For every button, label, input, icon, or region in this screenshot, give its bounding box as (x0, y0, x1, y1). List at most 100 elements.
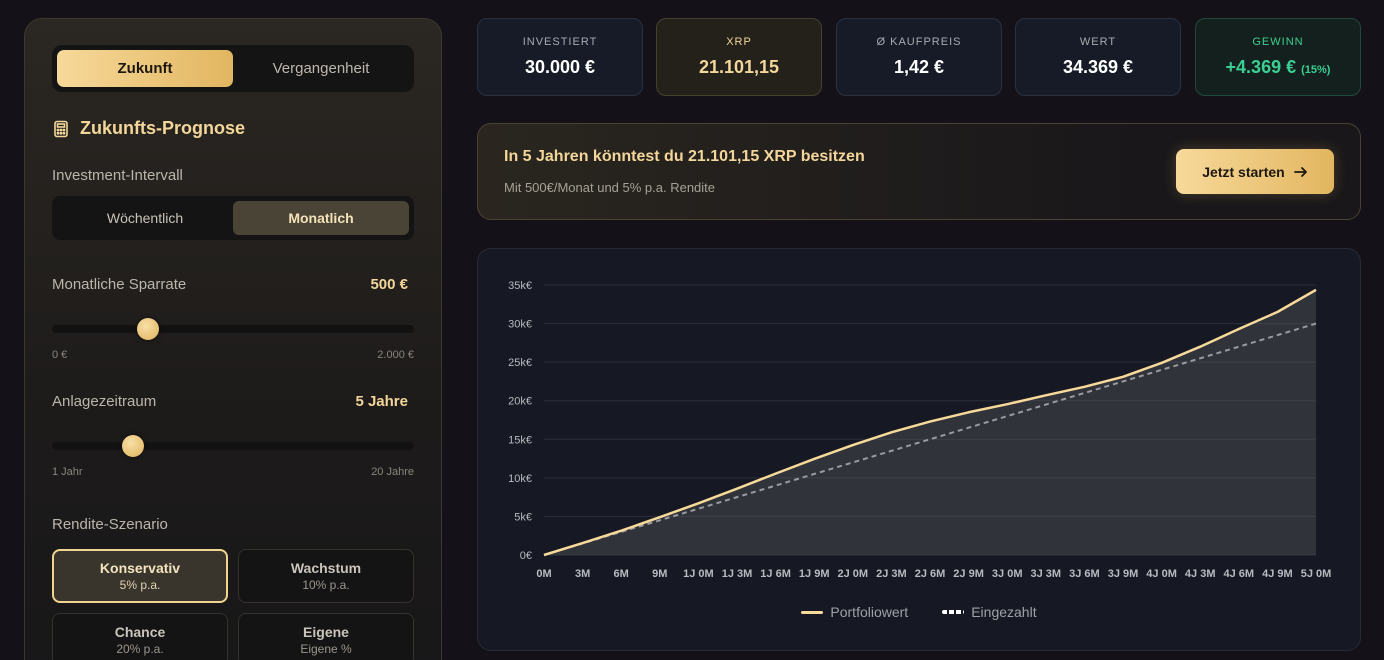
x-tick-label: 3J 9M (1108, 568, 1139, 580)
stat-title: Ø KAUFPREIS (876, 36, 962, 48)
legend-label: Portfoliowert (830, 604, 909, 620)
legend-eingezahlt[interactable]: Eingezahlt (942, 604, 1037, 620)
y-tick-label: 15k€ (508, 434, 532, 446)
stat-title: WERT (1079, 36, 1117, 48)
duration-value: 5 Jahre (355, 393, 408, 410)
x-tick-label: 2J 0M (838, 568, 869, 580)
interval-toggle: Wöchentlich Monatlich (52, 196, 414, 240)
interval-label: Investment-Intervall (52, 167, 183, 184)
y-tick-label: 0€ (520, 550, 532, 562)
mode-tabs: Zukunft Vergangenheit (52, 45, 414, 92)
savings-rate-max: 2.000 € (377, 349, 414, 361)
tab-zukunft[interactable]: Zukunft (57, 50, 233, 87)
scenario-eigene[interactable]: Eigene Eigene % (238, 613, 414, 660)
x-tick-label: 1J 0M (683, 568, 714, 580)
gain-percent: (15%) (1301, 64, 1331, 76)
duration-slider[interactable] (52, 435, 414, 457)
scenario-name: Eigene (303, 624, 349, 640)
x-tick-label: 3M (575, 568, 590, 580)
x-tick-label: 4J 6M (1224, 568, 1255, 580)
stat-title: GEWINN (1252, 36, 1304, 48)
legend-swatch-solid (801, 610, 824, 614)
x-tick-label: 1J 9M (799, 568, 830, 580)
section-title: Zukunfts-Prognose (80, 118, 245, 138)
scenario-wachstum[interactable]: Wachstum 10% p.a. (238, 549, 414, 603)
scenario-name: Konservativ (99, 560, 181, 576)
start-button-label: Jetzt starten (1202, 163, 1285, 180)
interval-monthly[interactable]: Monatlich (233, 201, 409, 235)
scenario-label: Rendite-Szenario (52, 516, 168, 533)
duration-row: Anlagezeitraum 5 Jahre (52, 393, 414, 410)
legend-portfolio[interactable]: Portfoliowert (801, 604, 908, 620)
banner-headline: In 5 Jahren könntest du 21.101,15 XRP be… (504, 148, 865, 165)
sidebar: Zukunft Vergangenheit Zukunfts-Prognose … (24, 18, 442, 660)
stat-value: 1,42 € (893, 57, 945, 77)
interval-weekly[interactable]: Wöchentlich (106, 210, 184, 226)
y-tick-label: 35k€ (508, 280, 532, 292)
scenario-konservativ[interactable]: Konservativ 5% p.a. (52, 549, 228, 603)
series-line-portfoliowert (543, 288, 1317, 557)
tab-vergangenheit[interactable]: Vergangenheit (272, 60, 370, 77)
scenario-chance[interactable]: Chance 20% p.a. (52, 613, 228, 660)
stat-gewinn: GEWINN +4.369 € (15%) (1195, 18, 1361, 96)
scenario-rate: Eigene % (300, 642, 352, 656)
savings-rate-row: Monatliche Sparrate 500 € (52, 276, 414, 293)
promo-banner: In 5 Jahren könntest du 21.101,15 XRP be… (477, 123, 1361, 220)
x-tick-label: 4J 9M (1262, 568, 1293, 580)
stat-value: +4.369 € (15%) (1226, 57, 1331, 78)
scenario-name: Chance (114, 624, 166, 640)
stat-value: 21.101,15 (698, 57, 780, 77)
stat-xrp: XRP 21.101,15 (656, 18, 822, 96)
stat-investiert: INVESTIERT 30.000 € (477, 18, 643, 96)
x-tick-label: 9M (652, 568, 667, 580)
y-tick-label: 10k€ (508, 473, 532, 485)
stat-wert: WERT 34.369 € (1015, 18, 1181, 96)
savings-rate-value: 500 € (370, 276, 408, 293)
x-tick-label: 3J 3M (1031, 568, 1062, 580)
y-tick-label: 30k€ (508, 319, 532, 331)
x-tick-label: 2J 3M (876, 568, 907, 580)
duration-min: 1 Jahr (52, 466, 83, 478)
arrow-right-icon (1293, 166, 1307, 177)
stat-title: INVESTIERT (522, 36, 598, 48)
x-tick-label: 1J 3M (722, 568, 753, 580)
stat-kaufpreis: Ø KAUFPREIS 1,42 € (836, 18, 1002, 96)
chart-card: 0€ 5k€ 10k€ 15k€ 20k€ 25k€ 30k€ 35k€ 0M 3M 6M 9M 1J … (477, 248, 1361, 651)
savings-rate-label: Monatliche Sparrate (52, 276, 187, 293)
section-header: Zukunfts-Prognose (52, 118, 414, 139)
duration-range: 1 Jahr 20 Jahre (52, 466, 414, 478)
line-chart: 0€ 5k€ 10k€ 15k€ 20k€ 25k€ 30k€ 35k€ 0M 3M 6M 9M 1J … (508, 280, 1332, 580)
legend-label: Eingezahlt (971, 604, 1037, 620)
x-tick-label: 4J 0M (1146, 568, 1177, 580)
legend-swatch-dashed (942, 610, 965, 614)
y-tick-label: 20k€ (508, 396, 532, 408)
x-tick-label: 3J 0M (992, 568, 1023, 580)
duration-thumb[interactable] (122, 435, 145, 457)
x-tick-label: 5J 0M (1301, 568, 1332, 580)
scenario-name: Wachstum (290, 560, 362, 576)
duration-max: 20 Jahre (371, 466, 414, 478)
x-tick-label: 2J 9M (953, 568, 984, 580)
chart-legend: Portfoliowert Eingezahlt (478, 604, 1360, 620)
x-tick-label: 0M (536, 568, 551, 580)
stat-title: XRP (726, 36, 752, 48)
savings-rate-range: 0 € 2.000 € (52, 349, 414, 361)
savings-rate-slider[interactable] (52, 318, 414, 340)
scenario-rate: 10% p.a. (302, 578, 350, 592)
scenario-grid: Konservativ 5% p.a. Wachstum 10% p.a. Ch… (52, 549, 414, 660)
y-tick-label: 5k€ (514, 511, 532, 523)
banner-text: In 5 Jahren könntest du 21.101,15 XRP be… (504, 148, 865, 195)
banner-subtext: Mit 500€/Monat und 5% p.a. Rendite (504, 180, 716, 195)
scenario-rate: 20% p.a. (116, 642, 164, 656)
x-tick-label: 4J 3M (1185, 568, 1216, 580)
duration-label: Anlagezeitraum (52, 393, 157, 410)
calculator-icon (54, 120, 68, 137)
x-tick-label: 3J 6M (1069, 568, 1100, 580)
gain-amount: +4.369 € (1225, 57, 1297, 77)
savings-rate-thumb[interactable] (136, 318, 159, 340)
y-tick-label: 25k€ (508, 357, 532, 369)
x-tick-label: 2J 6M (915, 568, 946, 580)
scenario-rate: 5% p.a. (119, 578, 161, 592)
start-button[interactable]: Jetzt starten (1176, 149, 1334, 194)
x-tick-label: 6M (614, 568, 629, 580)
